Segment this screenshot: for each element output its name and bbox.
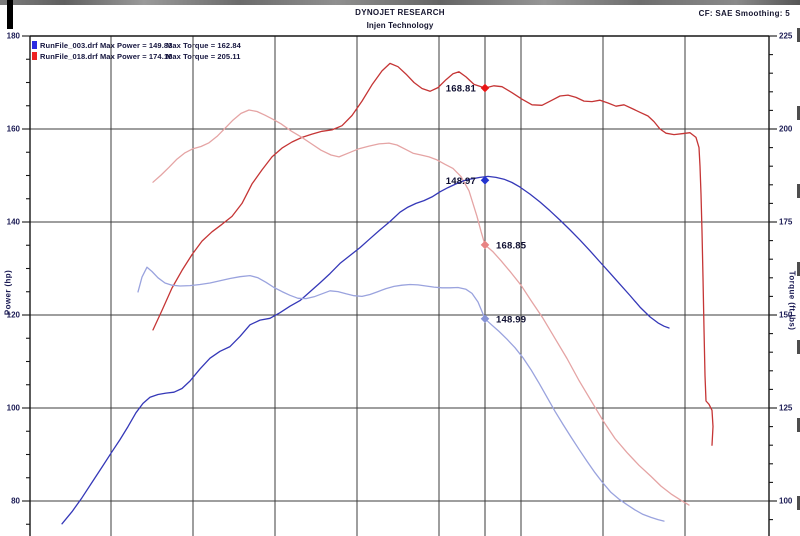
legend: RunFile_003.drf Max Power = 149.83Max To… — [32, 35, 241, 61]
window-right-edge — [797, 28, 800, 536]
legend-file-power-label: RunFile_018.drf Max Power = 174.10 — [40, 52, 173, 61]
torque-tick-label: 125 — [779, 404, 793, 413]
chart-title: DYNOJET RESEARCH — [355, 8, 445, 17]
power-tick-label: 140 — [7, 218, 21, 227]
pick-marker-label: 148.99 — [496, 314, 526, 325]
torque-tick-label: 200 — [779, 125, 793, 134]
legend-file-power-label: RunFile_003.drf Max Power = 149.83 — [40, 41, 173, 50]
curve-runfile-003-torque — [137, 266, 665, 522]
legend-torque-label: Max Torque = 162.84 — [166, 41, 241, 50]
pick-marker-diamond — [480, 83, 490, 93]
legend-torque-label: Max Torque = 205.11 — [166, 52, 241, 61]
legend-color-swatch — [32, 52, 37, 60]
pick-marker-diamond — [480, 240, 490, 250]
power-tick-label: 160 — [7, 125, 21, 134]
torque-tick-label: 100 — [779, 497, 793, 506]
pick-marker-diamond — [480, 175, 490, 185]
power-tick-label: 100 — [7, 404, 21, 413]
legend-color-swatch — [32, 41, 37, 49]
chart-subtitle: Injen Technology — [366, 21, 434, 30]
pick-marker-diamond — [480, 314, 490, 324]
power-tick-label: 120 — [7, 311, 21, 320]
torque-tick-label: 175 — [779, 218, 793, 227]
pick-marker-label: 148.97 — [446, 176, 476, 187]
curve-runfile-018-torque — [152, 109, 690, 506]
correction-smoothing-label: CF: SAE Smoothing: 5 — [698, 9, 790, 18]
pick-marker-label: 168.85 — [496, 240, 527, 251]
pick-marker-label: 168.81 — [446, 84, 477, 95]
legend-row: RunFile_003.drf Max Power = 149.83Max To… — [32, 35, 241, 50]
power-tick-label: 180 — [7, 32, 21, 41]
legend-row: RunFile_018.drf Max Power = 174.10Max To… — [32, 46, 241, 61]
window-top-edge — [0, 0, 800, 5]
curve-runfile-003-power — [61, 175, 670, 525]
window-corner-tab — [7, 0, 13, 29]
curve-runfile-018-power — [152, 62, 714, 446]
power-tick-label: 80 — [11, 497, 20, 506]
torque-tick-label: 150 — [779, 311, 793, 320]
torque-tick-label: 225 — [779, 32, 793, 41]
